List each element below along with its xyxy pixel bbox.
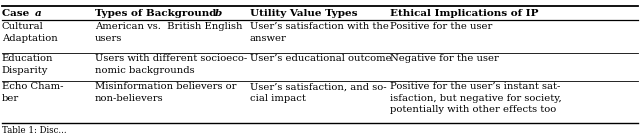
Text: User’s satisfaction, and so-
cial impact: User’s satisfaction, and so- cial impact (250, 82, 386, 103)
Text: Negative for the user: Negative for the user (390, 54, 499, 64)
Text: b: b (215, 9, 222, 18)
Text: Utility Value Types: Utility Value Types (250, 9, 357, 18)
Text: Misinformation believers or
non-believers: Misinformation believers or non-believer… (95, 82, 236, 103)
Text: a: a (35, 9, 42, 18)
Text: User’s educational outcome: User’s educational outcome (250, 54, 391, 64)
Text: American vs.  British English
users: American vs. British English users (95, 22, 242, 43)
Text: Types of Background: Types of Background (95, 9, 220, 18)
Text: Positive for the user: Positive for the user (390, 22, 493, 31)
Text: Case: Case (2, 9, 33, 18)
Text: Cultural
Adaptation: Cultural Adaptation (2, 22, 58, 43)
Text: Education
Disparity: Education Disparity (2, 54, 53, 75)
Text: Positive for the user’s instant sat-
isfaction, but negative for society,
potent: Positive for the user’s instant sat- isf… (390, 82, 562, 114)
Text: Users with different socioeco-
nomic backgrounds: Users with different socioeco- nomic bac… (95, 54, 247, 75)
Text: Table 1: Disc...: Table 1: Disc... (2, 126, 67, 136)
Text: Echo Cham-
ber: Echo Cham- ber (2, 82, 63, 103)
Text: User’s satisfaction with the
answer: User’s satisfaction with the answer (250, 22, 388, 43)
Text: Ethical Implications of IP: Ethical Implications of IP (390, 9, 539, 18)
